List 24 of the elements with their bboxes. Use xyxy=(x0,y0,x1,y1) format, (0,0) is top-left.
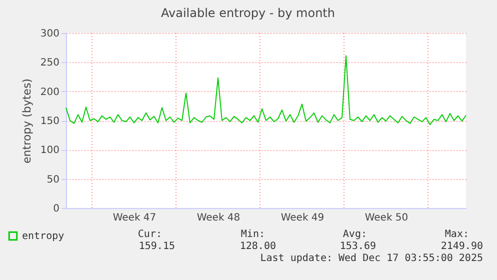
legend-label: entropy xyxy=(22,231,64,242)
text: Max: xyxy=(444,229,469,240)
y-tick-label: 0 xyxy=(53,204,60,214)
text: Avg: xyxy=(342,229,367,240)
text: Min: xyxy=(240,229,265,240)
y-tick-label: 250 xyxy=(40,58,60,69)
text: 128.00 xyxy=(240,241,276,252)
y-tick-label: 200 xyxy=(40,86,60,98)
y-tick-label: 100 xyxy=(40,145,60,156)
x-tick-label: Week 48 xyxy=(196,212,240,224)
y-tick-label: 150 xyxy=(40,116,60,127)
y-axis-title: entropy (bytes) xyxy=(20,78,34,164)
text: Last update: Wed Dec 17 03:55:00 2025 xyxy=(260,253,483,264)
text: 2149.90 xyxy=(440,241,483,252)
text: 159.15 xyxy=(138,241,175,252)
x-tick-label: Week 47 xyxy=(112,212,156,224)
y-tick-label: 300 xyxy=(40,28,60,40)
x-tick-label: Week 49 xyxy=(280,212,324,224)
text: Cur: xyxy=(138,229,162,240)
line-series xyxy=(66,55,466,126)
y-tick-label: 50 xyxy=(46,174,60,186)
x-tick-label: Week 50 xyxy=(364,212,408,224)
chart-title: Available entropy - by month xyxy=(161,6,335,20)
text: 153.69 xyxy=(340,241,376,252)
